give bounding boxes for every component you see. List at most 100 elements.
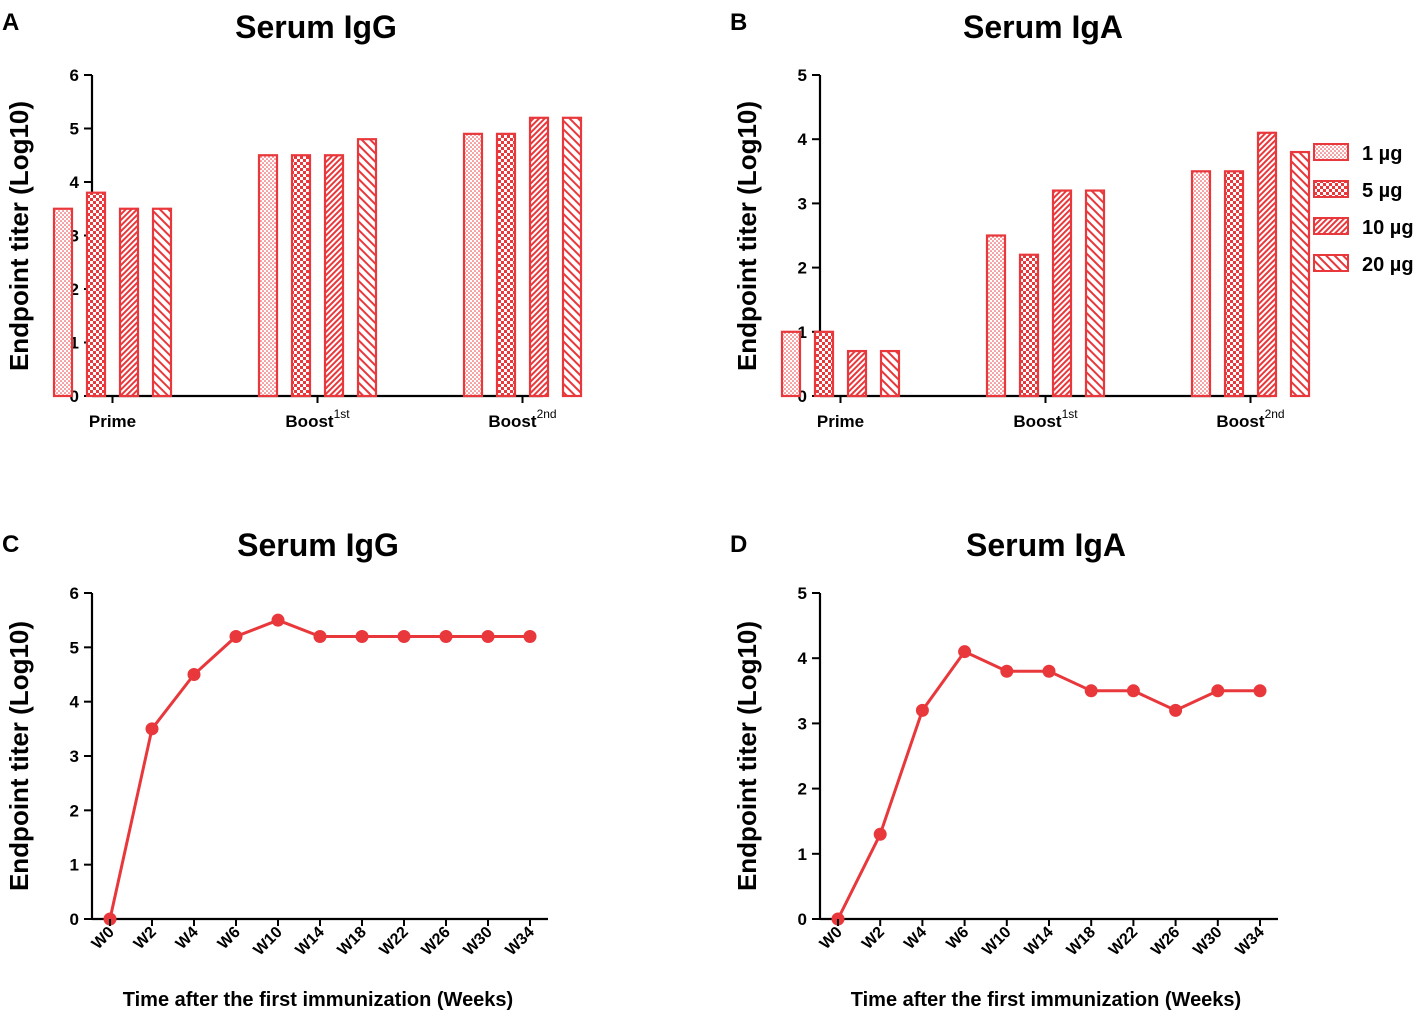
data-point-c-w26: [439, 629, 453, 643]
data-point-c-w22: [397, 629, 411, 643]
x-tick-label-b-0: Prime: [817, 412, 864, 431]
data-point-d-w14: [1042, 664, 1056, 678]
y-tick-label-d-0: 0: [798, 910, 807, 929]
bar-a-boost-1st-s4: [356, 138, 378, 398]
y-tick-label-a-1: 1: [70, 334, 79, 353]
y-tick-label-a-2: 2: [70, 280, 79, 299]
bar-b-prime-s1: [780, 330, 802, 398]
data-point-c-w2: [145, 722, 159, 736]
y-tick-label-a-4: 4: [70, 173, 80, 192]
legend-swatch-1ug: [1313, 143, 1349, 161]
bar-b-boost-2nd-s2: [1223, 170, 1245, 398]
x-tick-label-c-8: W26: [419, 924, 454, 959]
data-point-c-w34: [523, 629, 537, 643]
bar-a-prime-s4: [151, 207, 173, 398]
x-axis-label-c: Time after the first immunization (Weeks…: [123, 989, 513, 1011]
x-tick-label-d-8: W26: [1148, 924, 1183, 959]
panel-letter-d: D: [730, 531, 747, 558]
x-tick-label-d-2: W4: [901, 924, 930, 953]
data-point-d-w26: [1169, 703, 1183, 717]
legend-swatch-20ug: [1313, 254, 1349, 272]
x-tick-label-c-6: W18: [335, 924, 370, 959]
y-tick-label-d-2: 2: [798, 780, 807, 799]
bar-b-prime-s2: [813, 330, 835, 398]
bar-a-prime-s2: [85, 191, 107, 398]
data-point-d-w2: [873, 827, 887, 841]
bar-b-boost-1st-s1: [985, 234, 1007, 398]
bar-a-boost-2nd-s2: [495, 132, 517, 398]
chart-title-a: Serum IgG: [235, 9, 397, 45]
x-tick-label-d-7: W22: [1106, 924, 1141, 959]
y-tick-label-c-6: 6: [70, 584, 79, 603]
bar-b-prime-s4: [879, 349, 901, 398]
y-tick-label-c-4: 4: [70, 693, 80, 712]
x-tick-label-a-2: Boost2nd: [488, 407, 556, 431]
x-tick-label-c-4: W10: [251, 924, 286, 959]
bar-b-boost-1st-s4: [1084, 189, 1106, 398]
y-tick-label-b-3: 3: [798, 194, 807, 213]
x-tick-label-c-0: W0: [89, 924, 118, 953]
data-point-d-w30: [1211, 684, 1225, 698]
bar-b-boost-1st-s2: [1018, 253, 1040, 398]
data-point-d-w18: [1084, 684, 1098, 698]
x-tick-label-d-1: W2: [859, 924, 888, 953]
y-tick-label-b-0: 0: [798, 387, 807, 406]
legend-swatch-10ug: [1313, 217, 1349, 235]
y-tick-label-c-5: 5: [70, 638, 79, 657]
x-tick-label-c-1: W2: [131, 924, 160, 953]
y-axis-label-a: Endpoint titer (Log10): [4, 101, 34, 371]
x-tick-label-d-5: W14: [1022, 924, 1057, 959]
bar-a-boost-1st-s1: [257, 154, 279, 398]
data-point-d-w6: [958, 645, 972, 659]
x-tick-label-c-2: W4: [173, 924, 202, 953]
y-tick-label-a-0: 0: [70, 387, 79, 406]
panel-letter-b: B: [730, 9, 747, 36]
y-tick-label-c-1: 1: [70, 856, 79, 875]
data-point-c-w18: [355, 629, 369, 643]
data-point-c-w6: [229, 629, 243, 643]
x-tick-label-d-6: W18: [1064, 924, 1099, 959]
y-tick-label-b-1: 1: [798, 323, 807, 342]
legend-swatch-5ug: [1313, 180, 1349, 198]
x-tick-label-c-9: W30: [461, 924, 496, 959]
x-tick-label-d-4: W10: [979, 924, 1014, 959]
x-tick-label-c-3: W6: [215, 924, 244, 953]
bar-a-boost-2nd-s3: [528, 116, 550, 398]
legend-label-10ug: 10 µg: [1362, 217, 1414, 239]
y-tick-label-a-3: 3: [70, 227, 79, 246]
y-axis-label-d: Endpoint titer (Log10): [732, 621, 762, 891]
y-tick-label-c-2: 2: [70, 801, 79, 820]
x-tick-label-d-3: W6: [943, 924, 972, 953]
y-tick-label-d-1: 1: [798, 845, 807, 864]
x-tick-label-c-10: W34: [503, 924, 538, 959]
bar-a-boost-2nd-s4: [561, 116, 583, 398]
y-tick-label-b-5: 5: [798, 66, 807, 85]
y-tick-label-c-3: 3: [70, 747, 79, 766]
series-line-d: [836, 649, 1260, 920]
plot-area-c: 0 1 2 3 4 5 6 W0 W2 W4 W6 W10 W14 W18 W22 W26 W30 W34: [70, 584, 548, 959]
x-tick-label-b-2: Boost2nd: [1216, 407, 1284, 431]
bar-b-prime-s3: [846, 349, 868, 398]
y-tick-label-d-3: 3: [798, 714, 807, 733]
plot-area-d: 0 1 2 3 4 5 W0 W2 W4 W6 W10 W14 W18 W22 W26 W30 W34: [798, 584, 1278, 959]
bar-b-boost-2nd-s3: [1256, 131, 1278, 398]
x-tick-label-a-1: Boost1st: [285, 407, 350, 431]
bar-b-boost-2nd-s1: [1190, 170, 1212, 398]
y-axis-label-b: Endpoint titer (Log10): [732, 101, 762, 371]
y-tick-label-b-4: 4: [798, 130, 808, 149]
data-point-c-w14: [313, 629, 327, 643]
legend: 1 µg 5 µg 10 µg 20 µg: [1313, 143, 1414, 276]
y-tick-label-a-6: 6: [70, 66, 79, 85]
bar-b-boost-1st-s3: [1051, 189, 1073, 398]
x-tick-label-c-5: W14: [293, 924, 328, 959]
bar-a-boost-1st-s3: [323, 154, 345, 398]
data-point-d-w10: [1000, 664, 1014, 678]
chart-title-d: Serum IgA: [966, 527, 1126, 563]
y-tick-label-a-5: 5: [70, 120, 79, 139]
panel-letter-a: A: [2, 9, 19, 36]
data-point-d-w22: [1126, 684, 1140, 698]
x-tick-label-d-9: W30: [1190, 924, 1225, 959]
legend-label-20ug: 20 µg: [1362, 254, 1414, 276]
y-tick-label-d-5: 5: [798, 584, 807, 603]
